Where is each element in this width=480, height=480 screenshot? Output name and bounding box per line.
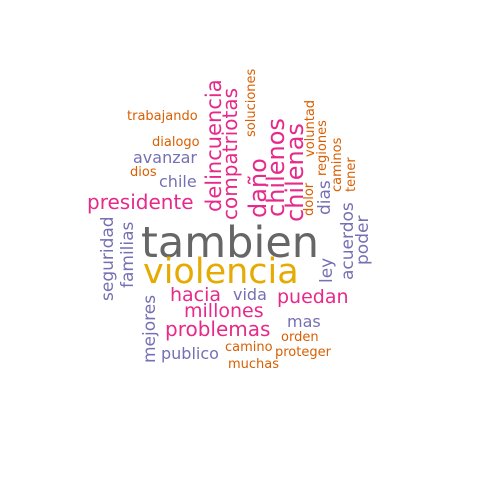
word-dolor: dolor <box>302 182 317 216</box>
word-mejores: mejores <box>140 294 160 363</box>
word-chile: chile <box>159 172 197 191</box>
word-vida: vida <box>233 285 267 304</box>
word-muchas: muchas <box>228 357 280 372</box>
word-avanzar: avanzar <box>133 148 197 167</box>
word-tambien: tambien <box>141 218 320 268</box>
word-presidente: presidente <box>87 190 194 214</box>
word-violencia: violencia <box>143 252 299 292</box>
word-puedan: puedan <box>277 286 349 308</box>
word-proteger: proteger <box>275 345 331 360</box>
word-regiones: regiones <box>315 120 330 176</box>
word-dios: dios <box>130 165 157 180</box>
word-orden: orden <box>281 330 319 345</box>
word-seguridad: seguridad <box>98 216 118 301</box>
word-soluciones: soluciones <box>244 68 259 137</box>
word-trabajando: trabajando <box>127 109 198 124</box>
word-millones: millones <box>184 300 264 322</box>
word-caminos: caminos <box>330 137 345 192</box>
word-hacia: hacia <box>170 284 222 306</box>
word-tener: tener <box>344 157 359 192</box>
word-compatriotas: compatriotas <box>218 87 242 220</box>
word-mas: mas <box>287 312 321 331</box>
word-poder: poder <box>353 215 373 265</box>
word-dialogo: dialogo <box>152 135 200 150</box>
word-familias: familias <box>118 221 138 288</box>
word-problemas: problemas <box>165 317 271 341</box>
word-camino: camino <box>225 340 273 355</box>
word-publico: publico <box>161 344 219 363</box>
word-ley: ley <box>317 257 337 283</box>
